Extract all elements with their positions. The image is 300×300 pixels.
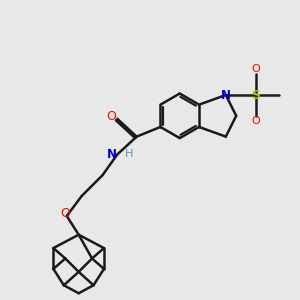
- Text: O: O: [106, 110, 116, 123]
- Text: N: N: [221, 88, 231, 101]
- Text: S: S: [251, 88, 260, 101]
- Text: N: N: [107, 148, 117, 161]
- Text: O: O: [60, 206, 70, 220]
- Text: O: O: [251, 116, 260, 126]
- Text: H: H: [124, 149, 133, 160]
- Text: O: O: [251, 64, 260, 74]
